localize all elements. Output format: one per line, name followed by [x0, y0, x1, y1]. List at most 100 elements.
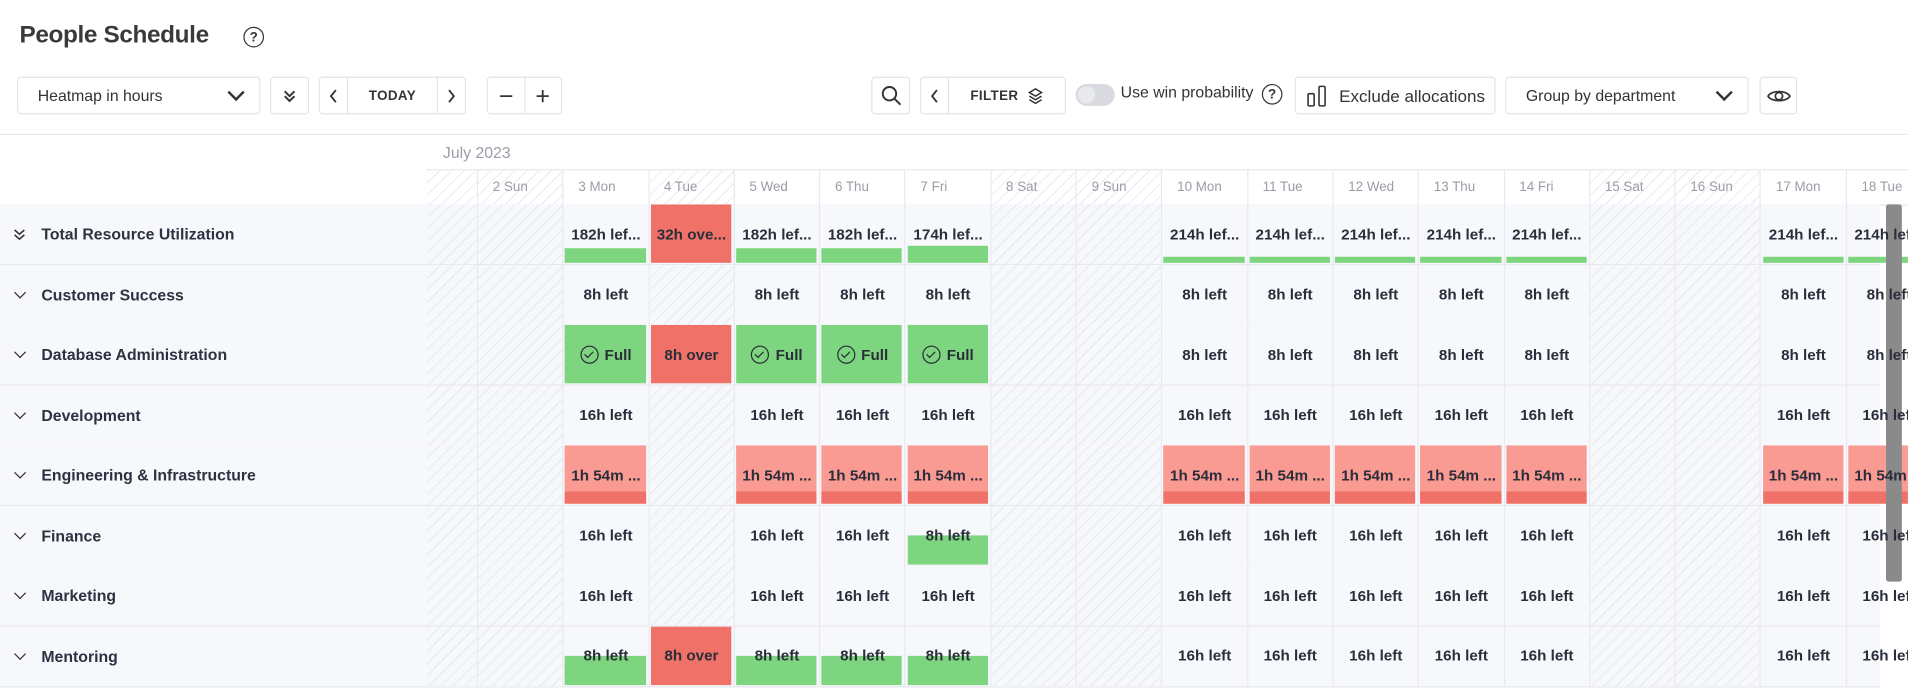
next-period-button[interactable] — [438, 78, 465, 113]
heatmap-cell[interactable]: 1h 54m ... — [1248, 445, 1334, 505]
heatmap-cell[interactable] — [1076, 505, 1163, 566]
chevron-down-icon[interactable] — [12, 466, 27, 479]
heatmap-cell[interactable]: Full — [735, 324, 821, 385]
heatmap-cell[interactable] — [1675, 505, 1762, 566]
heatmap-cell[interactable] — [427, 264, 479, 325]
chevron-down-icon[interactable] — [12, 526, 27, 539]
heatmap-cell[interactable]: 214h lef... — [1248, 204, 1334, 265]
filter-button[interactable]: FILTER — [950, 78, 1065, 113]
chevron-down-icon[interactable] — [12, 346, 27, 359]
zoom-out-button[interactable] — [488, 77, 526, 114]
win-probability-toggle[interactable] — [1075, 83, 1115, 106]
heatmap-cell[interactable]: Full — [564, 324, 650, 385]
heatmap-cell[interactable]: 8h left — [1248, 264, 1334, 325]
heatmap-cell[interactable] — [1675, 445, 1762, 505]
heatmap-cell[interactable]: 214h lef... — [1163, 204, 1249, 265]
heatmap-cell[interactable]: 8h left — [820, 626, 906, 686]
heatmap-cell[interactable] — [478, 385, 564, 445]
heatmap-cell[interactable]: 16h left — [1248, 565, 1334, 626]
heatmap-cell[interactable]: 16h left — [1419, 505, 1505, 566]
exclude-allocations-button[interactable]: Exclude allocations — [1294, 76, 1496, 115]
heatmap-cell[interactable]: 16h left — [1847, 566, 1908, 626]
heatmap-cell[interactable] — [1675, 264, 1762, 325]
heatmap-cell[interactable] — [1076, 324, 1163, 385]
heatmap-cell[interactable] — [478, 505, 564, 566]
heatmap-cell[interactable]: 16h left — [1505, 385, 1591, 445]
heatmap-cell[interactable]: 214h lef... — [1419, 204, 1505, 265]
heatmap-cell[interactable] — [1076, 445, 1163, 505]
heatmap-cell[interactable]: 8h left — [1334, 324, 1420, 385]
view-mode-select[interactable]: Heatmap in hours — [17, 76, 261, 115]
heatmap-cell[interactable] — [991, 505, 1077, 566]
heatmap-cell[interactable]: 214h lef... — [1334, 204, 1420, 265]
heatmap-cell[interactable] — [1590, 264, 1676, 325]
heatmap-cell[interactable]: 8h left — [1847, 265, 1908, 325]
heatmap-cell[interactable]: 214h lef... — [1761, 204, 1847, 265]
heatmap-cell[interactable]: 8h left — [906, 264, 992, 325]
heatmap-cell[interactable]: 16h left — [1163, 565, 1249, 626]
heatmap-cell[interactable]: 8h left — [1163, 324, 1249, 385]
chevron-down-icon[interactable] — [12, 286, 27, 299]
heatmap-cell[interactable] — [427, 204, 479, 265]
heatmap-cell[interactable]: 16h left — [1248, 626, 1334, 686]
heatmap-cell[interactable]: 16h left — [820, 385, 906, 445]
heatmap-cell[interactable] — [1076, 264, 1163, 325]
heatmap-cell[interactable] — [478, 565, 564, 626]
row-label[interactable]: Database Administration — [0, 325, 427, 385]
heatmap-cell[interactable]: 1h 54m ... — [564, 445, 650, 505]
heatmap-cell[interactable]: 8h left — [564, 626, 650, 686]
question-circle-icon[interactable]: ? — [1261, 83, 1283, 105]
heatmap-cell[interactable]: 214h lef... — [1847, 204, 1908, 264]
heatmap-cell[interactable] — [649, 445, 735, 505]
filter-collapse-button[interactable] — [921, 77, 950, 114]
heatmap-cell[interactable]: 16h left — [1419, 565, 1505, 626]
heatmap-cell[interactable] — [1076, 385, 1163, 445]
heatmap-cell[interactable]: 16h left — [1761, 505, 1847, 566]
heatmap-cell[interactable] — [991, 626, 1077, 686]
heatmap-cell[interactable]: Full — [906, 324, 992, 385]
heatmap-cell[interactable]: 182h lef... — [820, 204, 906, 265]
heatmap-cell[interactable] — [1076, 565, 1163, 626]
heatmap-cell[interactable] — [1590, 565, 1676, 626]
heatmap-cell[interactable] — [478, 264, 564, 325]
heatmap-cell[interactable] — [1590, 204, 1676, 265]
heatmap-cell[interactable] — [427, 324, 479, 385]
heatmap-cell[interactable]: Full — [820, 324, 906, 385]
heatmap-cell[interactable] — [478, 324, 564, 385]
row-label[interactable]: Total Resource Utilization — [0, 204, 427, 264]
heatmap-cell[interactable]: 174h lef... — [906, 204, 992, 265]
heatmap-cell[interactable]: 16h left — [735, 385, 821, 445]
heatmap-cell[interactable] — [427, 385, 479, 445]
heatmap-cell[interactable] — [1076, 204, 1163, 265]
heatmap-cell[interactable] — [1675, 324, 1762, 385]
heatmap-cell[interactable]: 8h left — [1419, 324, 1505, 385]
row-label[interactable]: Engineering & Infrastructure — [0, 445, 427, 505]
prev-period-button[interactable] — [320, 77, 349, 114]
heatmap-cell[interactable]: 16h left — [1163, 385, 1249, 445]
heatmap-cell[interactable] — [991, 565, 1077, 626]
heatmap-cell[interactable]: 16h left — [564, 385, 650, 445]
heatmap-cell[interactable]: 214h lef... — [1505, 204, 1591, 265]
heatmap-cell[interactable]: 32h ove... — [649, 204, 735, 265]
zoom-in-button[interactable] — [525, 78, 561, 113]
heatmap-cell[interactable]: 16h left — [1505, 626, 1591, 686]
question-circle-icon[interactable]: ? — [243, 26, 265, 48]
heatmap-cell[interactable]: 1h 54m ... — [820, 445, 906, 505]
heatmap-cell[interactable] — [991, 445, 1077, 505]
vertical-scrollbar[interactable] — [1886, 204, 1902, 582]
heatmap-cell[interactable]: 16h left — [1248, 505, 1334, 566]
heatmap-cell[interactable]: 182h lef... — [564, 204, 650, 265]
heatmap-cell[interactable]: 8h left — [735, 264, 821, 325]
row-label[interactable]: Finance — [0, 506, 427, 566]
heatmap-cell[interactable] — [427, 445, 479, 505]
heatmap-cell[interactable]: 1h 54m ... — [1847, 445, 1908, 505]
heatmap-cell[interactable]: 16h left — [564, 505, 650, 566]
heatmap-cell[interactable]: 8h over — [649, 324, 735, 385]
chevron-down-icon[interactable] — [12, 587, 27, 600]
heatmap-cell[interactable] — [649, 385, 735, 445]
heatmap-cell[interactable]: 16h left — [820, 505, 906, 566]
heatmap-cell[interactable]: 1h 54m ... — [1334, 445, 1420, 505]
heatmap-cell[interactable] — [649, 565, 735, 626]
heatmap-cell[interactable]: 16h left — [1248, 385, 1334, 445]
heatmap-cell[interactable] — [1675, 565, 1762, 626]
